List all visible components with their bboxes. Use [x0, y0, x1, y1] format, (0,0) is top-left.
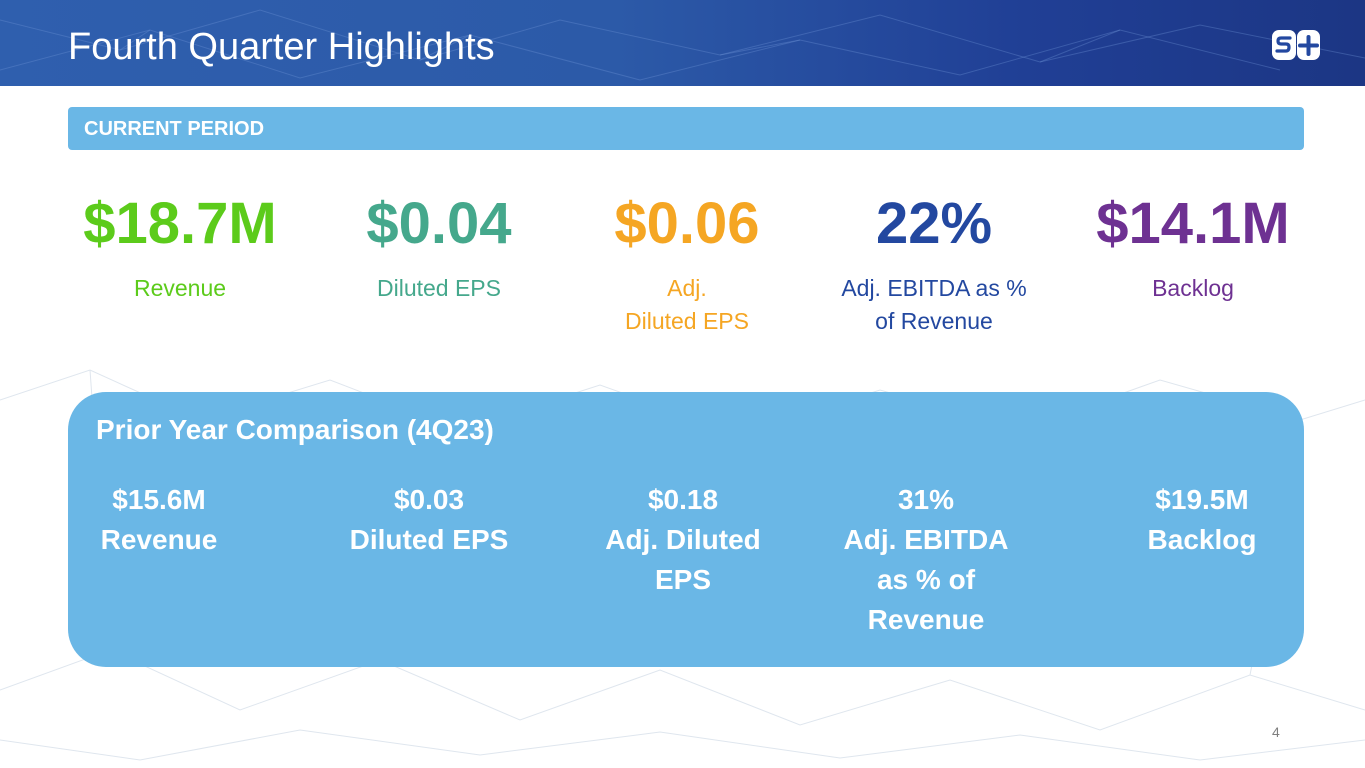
page-number: 4: [1272, 724, 1280, 740]
metric-value: $0.06: [614, 191, 760, 256]
prior-label: Adj. Diluted EPS: [605, 524, 761, 595]
metric-label: Adj. EBITDA as % of Revenue: [841, 275, 1027, 334]
prior-adj-ebitda: 31% Adj. EBITDA as % of Revenue: [816, 480, 1036, 640]
page-title: Fourth Quarter Highlights: [68, 26, 495, 68]
current-period-label: CURRENT PERIOD: [84, 118, 265, 140]
metric-label: Adj. Diluted EPS: [624, 275, 749, 334]
metric-value: $0.04: [366, 191, 512, 256]
prior-value: $19.5M: [1155, 484, 1249, 515]
metric-label: Backlog: [1152, 275, 1234, 301]
prior-year-title: Prior Year Comparison (4Q23): [96, 414, 494, 445]
metric-diluted-eps: $0.04 Diluted EPS: [309, 190, 569, 305]
prior-label: Revenue: [100, 524, 218, 555]
prior-label: Diluted EPS: [349, 524, 509, 555]
prior-adj-diluted-eps: $0.18 Adj. Diluted EPS: [573, 480, 793, 600]
prior-value: $0.03: [393, 484, 465, 515]
metric-value: $18.7M: [83, 191, 277, 256]
prior-revenue: $15.6M Revenue: [49, 480, 269, 560]
prior-label: Backlog: [1147, 524, 1257, 555]
header-banner: Fourth Quarter Highlights: [0, 0, 1365, 86]
metric-value: 22%: [875, 191, 993, 256]
metric-backlog: $14.1M Backlog: [1063, 190, 1323, 305]
metric-adj-ebitda: 22% Adj. EBITDA as % of Revenue: [804, 190, 1064, 338]
prior-backlog: $19.5M Backlog: [1092, 480, 1312, 560]
prior-diluted-eps: $0.03 Diluted EPS: [319, 480, 539, 560]
prior-value: $15.6M: [112, 484, 206, 515]
prior-value: 31%: [897, 484, 955, 515]
metric-revenue: $18.7M Revenue: [50, 190, 310, 305]
prior-value: $0.18: [647, 484, 719, 515]
metric-adj-diluted-eps: $0.06 Adj. Diluted EPS: [557, 190, 817, 338]
current-period-bar: CURRENT PERIOD: [68, 107, 1304, 150]
metric-label: Revenue: [133, 275, 227, 301]
prior-year-panel: Prior Year Comparison (4Q23) $15.6M Reve…: [68, 392, 1304, 667]
network-pattern-decoration: [0, 9, 1365, 81]
company-logo: [1272, 30, 1320, 60]
metric-label: Diluted EPS: [376, 275, 501, 301]
prior-label: Adj. EBITDA as % of Revenue: [843, 524, 1009, 635]
metric-value: $14.1M: [1096, 191, 1290, 256]
